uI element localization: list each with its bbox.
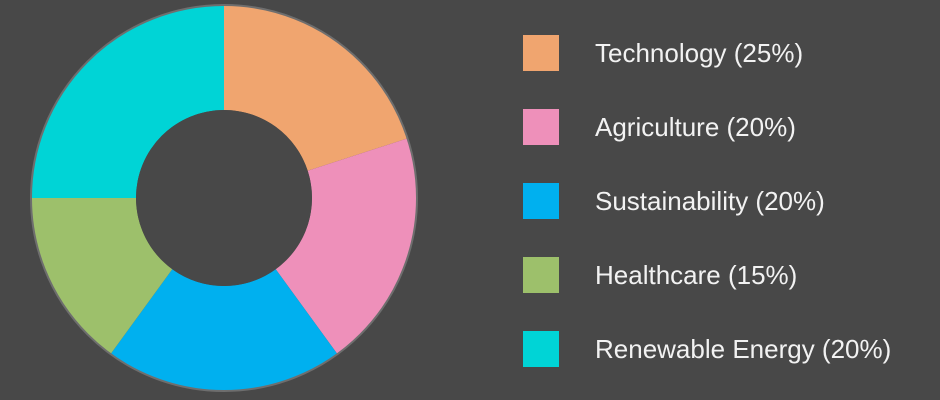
legend-item-healthcare: Healthcare (15%) [523,256,891,293]
slice-agriculture [275,138,417,355]
legend-label-technology: Technology (25%) [595,37,804,68]
legend-swatch-technology [523,34,559,71]
legend-label-renewable-energy: Renewable Energy (20%) [595,333,892,364]
legend-label-healthcare: Healthcare (15%) [595,259,798,290]
slice-healthcare [31,198,173,355]
legend-label-sustainability: Sustainability (20%) [595,185,825,216]
slice-technology [224,5,408,171]
legend-swatch-sustainability [523,182,559,219]
slice-sustainability [110,269,338,391]
legend: Technology (25%) Agriculture (20%) Susta… [523,34,891,367]
legend-item-renewable-energy: Renewable Energy (20%) [523,330,891,367]
legend-item-sustainability: Sustainability (20%) [523,182,891,219]
donut-chart [30,4,418,392]
legend-item-agriculture: Agriculture (20%) [523,108,891,145]
slice-renewable-energy [31,5,224,198]
donut-hole [136,110,312,286]
legend-swatch-agriculture [523,108,559,145]
legend-item-technology: Technology (25%) [523,34,891,71]
donut-outer-border [30,4,418,392]
legend-swatch-healthcare [523,256,559,293]
legend-swatch-renewable-energy [523,330,559,367]
legend-label-agriculture: Agriculture (20%) [595,111,796,142]
